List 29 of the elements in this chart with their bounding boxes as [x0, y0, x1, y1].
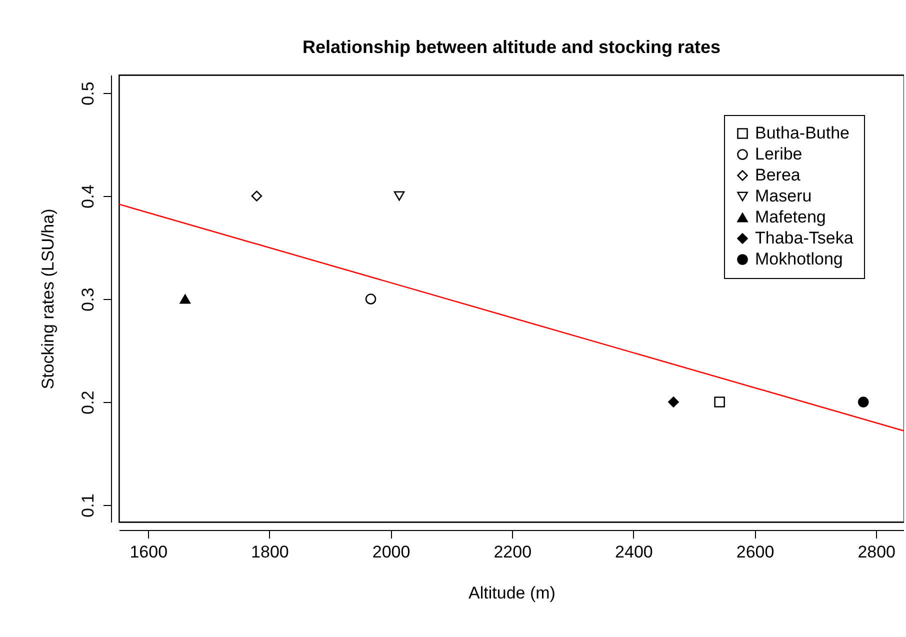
x-axis-title: Altitude (m): [468, 584, 556, 602]
x-tick-label: 2800: [858, 542, 896, 562]
y-tick-label: 0.4: [78, 184, 98, 208]
y-tick-label: 0.3: [78, 288, 98, 312]
x-tick-label: 1600: [130, 542, 168, 562]
x-tick-label: 2600: [736, 542, 774, 562]
legend-label: Mokhotlong: [755, 250, 843, 268]
x-tick-label: 2200: [494, 542, 532, 562]
y-tick-label: 0.2: [78, 390, 98, 414]
x-tick-label: 2400: [615, 542, 653, 562]
legend-label: Berea: [755, 166, 801, 184]
legend-label: Maseru: [755, 186, 812, 206]
y-tick-label: 0.5: [78, 82, 98, 106]
point: [251, 190, 262, 202]
legend-label: Mafeteng: [755, 208, 826, 226]
y-tick-label: 0.1: [78, 494, 98, 518]
legend-label: Leribe: [755, 144, 802, 164]
point: [365, 294, 376, 304]
point: [714, 396, 725, 408]
point: [180, 294, 191, 304]
legend-label: Thaba-Tseka: [755, 228, 854, 248]
y-axis-title: Stocking rates (LSU/ha): [38, 208, 58, 390]
point: [668, 396, 679, 408]
x-tick-label: 1800: [251, 542, 289, 562]
x-tick-label: 2000: [372, 542, 410, 562]
legend-label: Butha-Buthe: [755, 124, 850, 142]
point: [394, 191, 405, 201]
point: [858, 396, 869, 408]
chart-title: Relationship between altitude and stocking rates: [302, 37, 721, 57]
